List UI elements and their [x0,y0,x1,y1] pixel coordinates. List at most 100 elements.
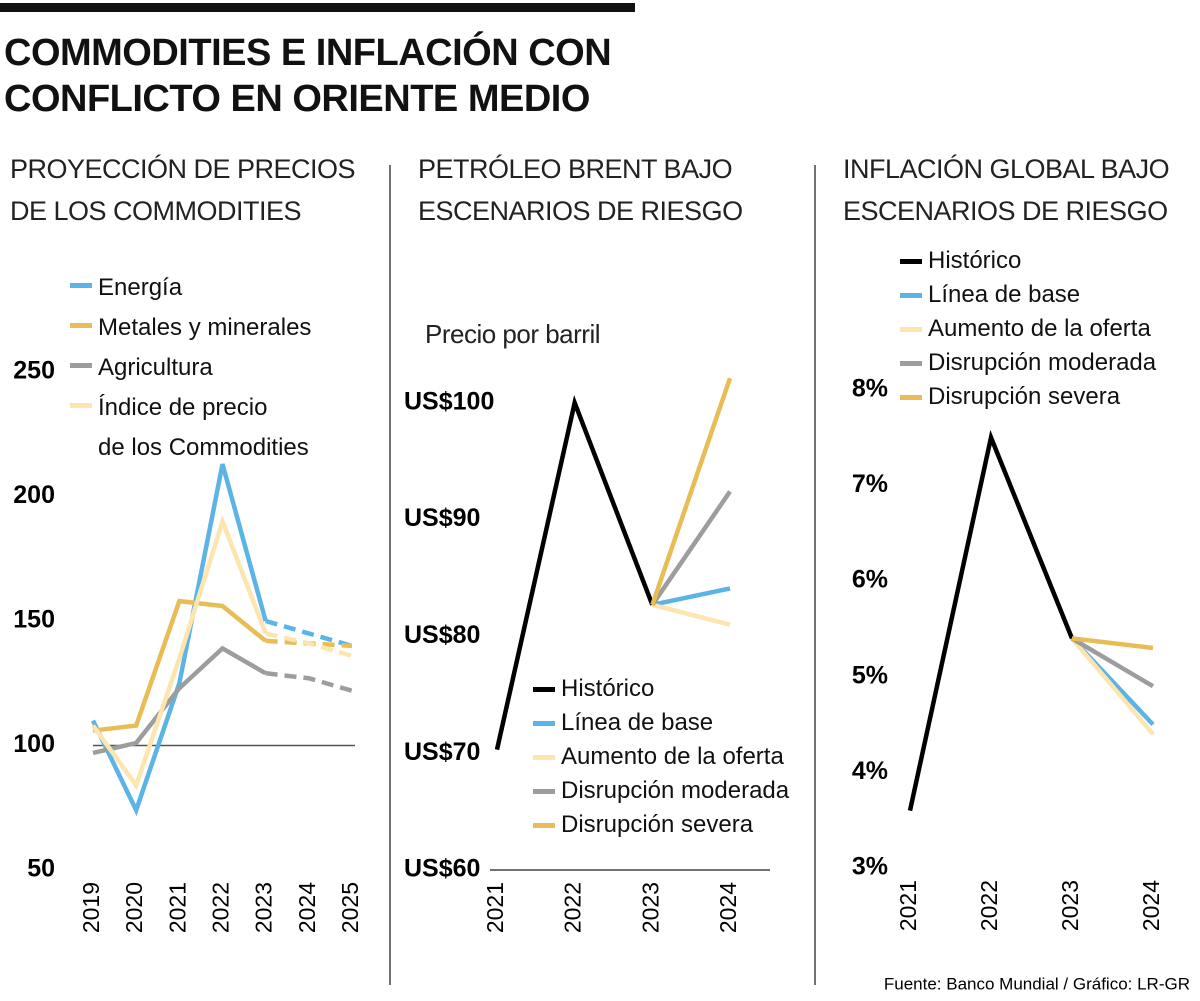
y-tick-label: 250 [13,357,55,385]
legend-marker [533,823,555,828]
series-line [92,645,267,756]
x-tick-label: 2025 [337,882,363,933]
legend-label: Aumento de la oferta [561,743,784,770]
chart-subtitle: PROYECCIÓN DE PRECIOS DE LOS COMMODITIES [10,154,356,226]
series-line [265,631,353,659]
legend: Energía Metales y minerales Agricultura Índ… [70,268,311,468]
legend-marker [900,259,922,264]
series-line [494,394,655,751]
x-tick-label: 2023 [1057,880,1083,931]
y-axis-label: Precio por barril [425,319,601,349]
legend-label: Histórico [928,247,1022,274]
y-tick-label: 4% [852,757,888,785]
legend-label: Disrupción moderada [561,777,790,804]
legend-marker [900,327,922,332]
legend-marker [533,755,555,760]
legend-item: Metales y minerales [70,308,311,348]
x-tick-label: 2023 [637,882,663,933]
legend-item: Histórico [533,672,789,706]
page-title: COMMODITIES E INFLACIÓN CON CONFLICTO EN… [4,32,612,120]
series-line [91,514,268,791]
series-line [265,618,353,649]
series-line [1070,636,1155,736]
x-tick-label: 2022 [208,882,234,933]
x-tick-label: 2021 [482,882,508,933]
legend-item: Índice de precio de los Commodities [70,388,311,468]
x-tick-label: 2024 [1138,880,1164,931]
y-tick-label: US$70 [404,738,480,766]
legend-item: Línea de base [533,706,789,740]
y-tick-label: 5% [852,661,888,689]
series-line [650,377,733,606]
legend-marker [533,687,555,692]
series-line [265,671,353,693]
legend-marker [70,363,92,368]
legend-item: Disrupción moderada [533,774,789,808]
legend-marker [900,361,922,366]
legend-label: Agricultura [98,354,213,381]
legend-item: Disrupción moderada [900,346,1156,380]
legend-item: Agricultura [70,348,311,388]
legend-marker [900,395,922,400]
y-tick-label: 8% [852,374,888,402]
x-tick-label: 2022 [560,882,586,933]
legend-label: Aumento de la oferta [928,315,1151,342]
legend-marker [70,283,92,288]
legend-marker [533,721,555,726]
series-line [907,429,1075,812]
chart-subtitle: INFLACIÓN GLOBAL BAJO ESCENARIOS DE RIES… [843,154,1170,226]
legend-label: Disrupción moderada [928,349,1157,376]
x-tick-label: 2023 [251,882,277,933]
x-tick-label: 2021 [164,882,190,933]
y-tick-label: 150 [13,606,55,634]
legend-item: Línea de base [900,278,1156,312]
legend-label: Energía [98,274,183,301]
x-tick-label: 2024 [715,882,741,933]
y-tick-label: 100 [13,730,55,758]
series-line [1071,636,1154,651]
legend: Histórico Línea de base Aumento de la ofer… [533,672,789,842]
legend-label: Disrupción severa [561,811,754,838]
source: Fuente: Banco Mundial / Gráfico: LR-GR [884,974,1190,993]
x-tick-label: 2022 [976,880,1002,931]
legend-marker [70,403,92,408]
legend-item: Aumento de la oferta [533,740,789,774]
y-tick-label: US$80 [404,621,480,649]
x-tick-label: 2020 [121,882,147,933]
series-line [1070,636,1155,689]
y-tick-label: 3% [852,853,888,881]
legend-item: Aumento de la oferta [900,312,1156,346]
legend-item: Histórico [900,244,1156,278]
y-tick-label: US$100 [404,387,494,415]
legend-marker [900,293,922,298]
x-tick-label: 2021 [895,880,921,931]
legend-marker [70,323,92,328]
series-line [90,463,268,817]
legend-item: Disrupción severa [533,808,789,842]
y-tick-label: 7% [852,470,888,498]
legend-marker [533,789,555,794]
y-tick-label: US$90 [404,504,480,532]
y-tick-label: US$60 [404,855,480,883]
legend-label: Índice de precio de los Commodities [98,394,309,461]
x-tick-label: 2019 [78,882,104,933]
legend-item: Disrupción severa [900,380,1156,414]
series-line [651,602,731,627]
y-tick-label: 200 [13,481,55,509]
legend-label: Línea de base [928,281,1081,308]
legend: Histórico Línea de base Aumento de la ofer… [900,244,1156,414]
y-tick-label: 6% [852,566,888,594]
series-line [92,598,268,733]
series-line [650,490,732,607]
legend-label: Disrupción severa [928,383,1121,410]
y-tick-label: 50 [27,855,55,883]
legend-item: Energía [70,268,311,308]
chart-subtitle: PETRÓLEO BRENT BAJO ESCENARIOS DE RIESGO [418,154,743,226]
legend-label: Histórico [561,675,655,702]
series-line [651,586,731,608]
legend-label: Línea de base [561,709,714,736]
top-bar [0,3,635,12]
legend-label: Metales y minerales [98,314,312,341]
